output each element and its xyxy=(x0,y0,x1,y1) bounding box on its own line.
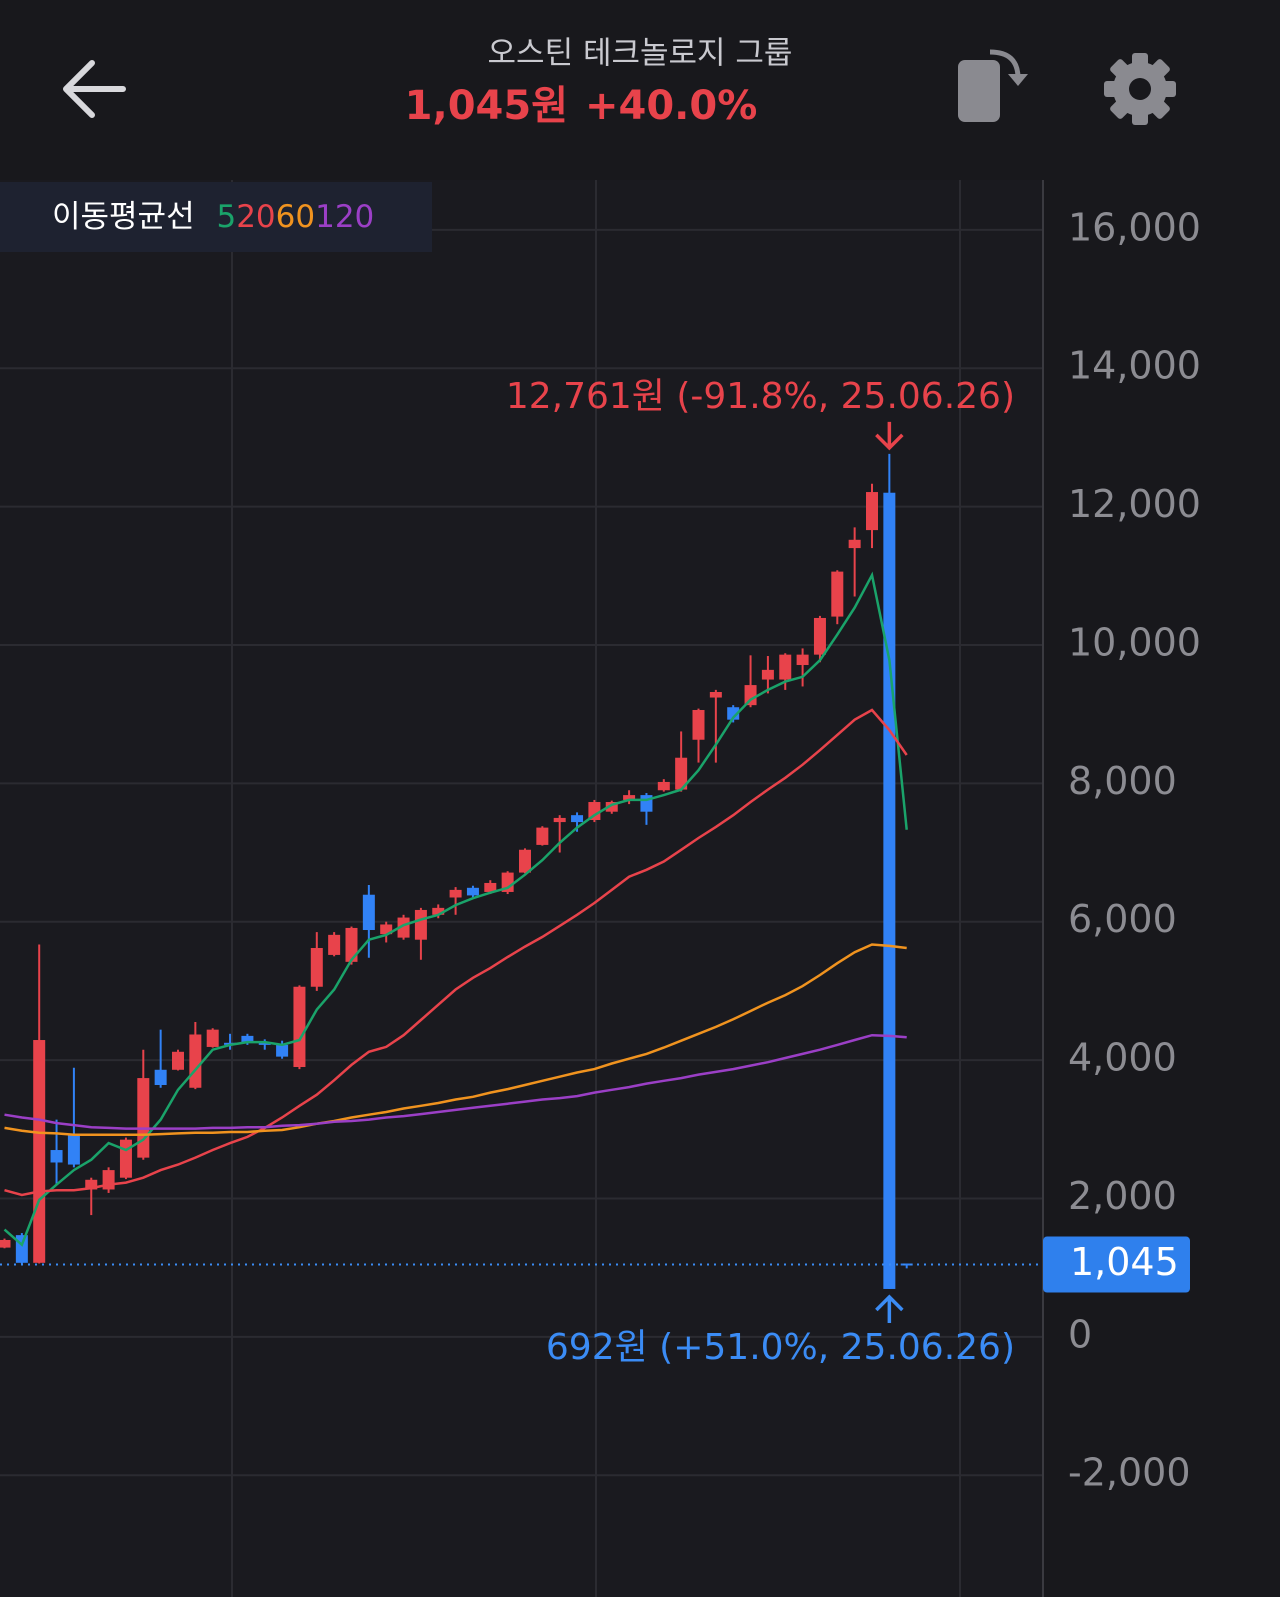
candle-body xyxy=(397,917,410,938)
legend-entry: 20 xyxy=(236,199,275,235)
legend-box xyxy=(0,182,432,252)
current-price: 1,045원 xyxy=(405,83,568,129)
rotate-button[interactable] xyxy=(958,49,1028,122)
candle-body xyxy=(692,709,705,740)
candle-body xyxy=(241,1035,254,1043)
candle-body xyxy=(50,1150,63,1163)
candle-body xyxy=(33,1040,46,1263)
y-tick-label: -2,000 xyxy=(1068,1451,1191,1495)
candle-body xyxy=(345,927,358,962)
candle-body xyxy=(623,795,636,800)
candle-body xyxy=(709,692,722,698)
candle-body xyxy=(553,817,566,823)
candle-body xyxy=(310,948,323,987)
candle-body xyxy=(15,1235,28,1263)
candle-body xyxy=(119,1139,132,1178)
legend-entry: 60 xyxy=(276,199,315,235)
candle-body xyxy=(605,802,618,812)
candle-body xyxy=(484,882,497,892)
candle-body xyxy=(137,1078,150,1158)
moving-average-line xyxy=(4,1033,907,1130)
y-tick-label: 14,000 xyxy=(1068,344,1201,388)
y-tick-label: 2,000 xyxy=(1068,1174,1177,1218)
y-tick-label: 6,000 xyxy=(1068,897,1177,941)
y-tick-label: 0 xyxy=(1068,1312,1092,1356)
candle-body xyxy=(172,1051,184,1070)
candle-body xyxy=(536,827,549,845)
candle-body xyxy=(189,1034,202,1088)
candle-body xyxy=(362,894,375,931)
back-button[interactable] xyxy=(63,60,126,118)
marks xyxy=(0,453,913,1289)
candle-body xyxy=(328,934,341,955)
candle-body xyxy=(848,539,861,549)
candle-body xyxy=(85,1179,98,1190)
candle-body xyxy=(813,617,826,655)
legend-title: 이동평균선 xyxy=(52,199,195,235)
gear-hole xyxy=(1129,78,1151,100)
annotation-arrow xyxy=(875,1294,904,1323)
back-arrow xyxy=(63,60,126,118)
candle-body xyxy=(779,654,792,680)
candle-body xyxy=(466,887,479,896)
annotation-label: 12,761원 (-91.8%, 25.06.26) xyxy=(506,376,1015,417)
candle-body xyxy=(727,707,740,720)
candle-body xyxy=(293,986,306,1068)
candle-body xyxy=(657,781,670,791)
candle-body xyxy=(258,1042,271,1045)
legend-entry: 120 xyxy=(315,199,374,235)
candle-body xyxy=(432,907,445,915)
annotation-label: 692원 (+51.0%, 25.06.26) xyxy=(546,1327,1015,1368)
legend: 이동평균선 52060120 xyxy=(52,199,374,235)
candle-body xyxy=(866,492,878,531)
candle-body xyxy=(0,1239,11,1248)
candle-body xyxy=(380,924,393,935)
rotate-arrow xyxy=(989,49,1021,79)
candle-body xyxy=(519,849,531,873)
candle-body xyxy=(276,1044,289,1057)
moving-average-line xyxy=(4,708,908,1197)
rotate-icon xyxy=(958,60,1000,122)
price-change: +40.0% xyxy=(585,83,757,129)
candle-body xyxy=(154,1069,167,1085)
current-price-label: 1,045 xyxy=(1070,1240,1179,1284)
candle-body xyxy=(449,889,462,898)
y-tick-label: 4,000 xyxy=(1068,1036,1177,1080)
candle-body xyxy=(414,909,427,940)
legend-entry: 5 xyxy=(216,199,236,235)
candle-body xyxy=(883,492,896,1289)
moving-average-line xyxy=(4,943,907,1137)
plot-area xyxy=(0,180,1043,1597)
current-price-box xyxy=(1043,1236,1190,1293)
y-tick-label: 16,000 xyxy=(1068,205,1201,249)
candle-body xyxy=(675,757,688,790)
y-tick-label: 8,000 xyxy=(1068,759,1177,803)
candle-body xyxy=(571,815,584,823)
candle-body xyxy=(588,802,601,821)
settings-button[interactable] xyxy=(1104,53,1176,125)
candle-body xyxy=(67,1134,80,1165)
candle-body xyxy=(900,1263,913,1266)
moving-average-line xyxy=(3,571,908,1247)
candle-body xyxy=(761,669,774,680)
y-tick-label: 12,000 xyxy=(1068,482,1201,526)
candle-body xyxy=(744,685,757,706)
candle-body xyxy=(796,654,809,666)
stock-name: 오스틴 테크놀로지 그룹 xyxy=(488,36,793,72)
y-tick-label: 10,000 xyxy=(1068,620,1201,664)
rotate-arrow-head xyxy=(1008,74,1028,86)
candle-body xyxy=(206,1029,219,1047)
candle-body xyxy=(831,571,844,617)
annotation-arrow xyxy=(875,421,904,451)
